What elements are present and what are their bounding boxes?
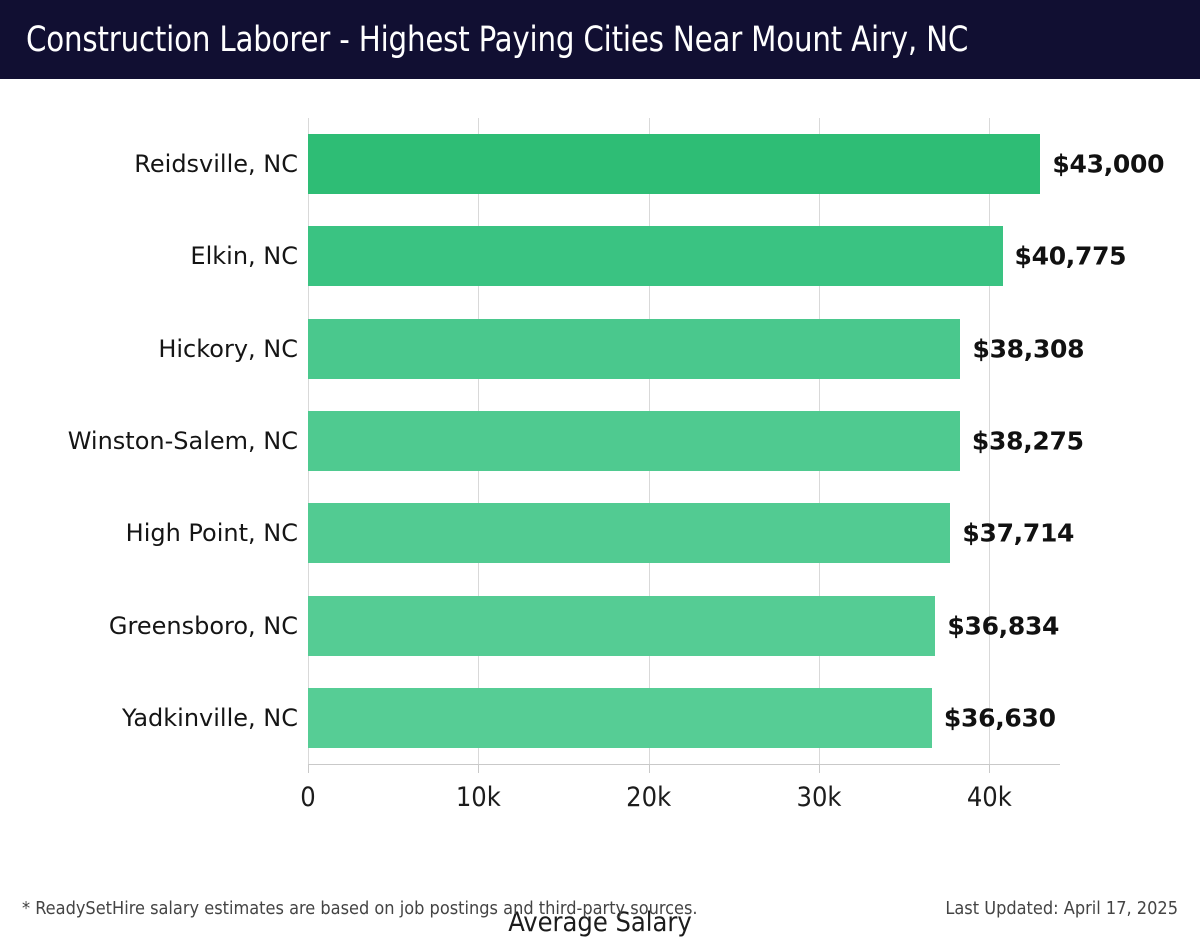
x-tick-label: 30k — [796, 782, 842, 813]
plot-area: $43,000 $40,775 $38,308 $38,275 $37,714 $36,8… — [308, 118, 1164, 773]
chart-canvas: $43,000 $40,775 $38,308 $38,275 $37,714 $36,8… — [0, 79, 1200, 940]
x-axis-title: Average Salary — [508, 907, 692, 938]
bar[interactable] — [308, 318, 961, 379]
bar-value-label: $40,775 — [1014, 241, 1127, 271]
tick-mark — [308, 764, 309, 773]
x-axis-line — [308, 764, 1060, 765]
bar-row[interactable]: $38,275 — [308, 411, 1084, 471]
bar-row[interactable]: $43,000 — [308, 134, 1164, 195]
tick-mark — [989, 764, 991, 773]
footnote-disclaimer: * ReadySetHire salary estimates are base… — [22, 898, 698, 919]
tick-mark — [478, 764, 480, 773]
category-label: Reidsville, NC — [134, 150, 298, 179]
bar[interactable] — [308, 687, 932, 748]
bar[interactable] — [308, 595, 936, 656]
header-banner: Construction Laborer - Highest Paying Ci… — [0, 0, 1200, 79]
bar-value-label: $36,834 — [947, 611, 1060, 641]
bar-value-label: $43,000 — [1052, 149, 1165, 179]
tick-mark — [818, 764, 820, 773]
bar-value-label: $38,308 — [972, 334, 1085, 364]
category-label: Greensboro, NC — [108, 611, 298, 640]
category-label: Yadkinville, NC — [121, 703, 298, 732]
bar[interactable] — [308, 134, 1041, 195]
x-tick-label: 0 — [300, 782, 316, 813]
category-label: Elkin, NC — [190, 242, 298, 271]
category-label: Hickory, NC — [158, 334, 298, 363]
bar-value-label: $37,714 — [962, 518, 1075, 548]
bar[interactable] — [308, 226, 1003, 287]
bar-value-label: $38,275 — [971, 426, 1084, 456]
bar-value-label: $36,630 — [943, 703, 1056, 733]
bar-row[interactable]: $40,775 — [308, 226, 1127, 287]
gridline — [989, 118, 991, 764]
bar-row[interactable]: $36,834 — [308, 595, 1060, 656]
x-tick-label: 20k — [626, 782, 672, 813]
bar[interactable] — [308, 411, 960, 471]
category-label: High Point, NC — [125, 519, 298, 548]
bar-row[interactable]: $37,714 — [308, 503, 1074, 564]
bar-row[interactable]: $38,308 — [308, 318, 1085, 379]
bar-row[interactable]: $36,630 — [308, 687, 1060, 748]
footnote-last-updated: Last Updated: April 17, 2025 — [945, 898, 1178, 919]
category-label: Winston-Salem, NC — [67, 427, 298, 455]
bar[interactable] — [308, 503, 951, 564]
page-title: Construction Laborer - Highest Paying Ci… — [26, 19, 969, 60]
x-tick-label: 40k — [966, 782, 1012, 813]
tick-mark — [648, 764, 650, 773]
x-tick-label: 10k — [455, 782, 501, 813]
